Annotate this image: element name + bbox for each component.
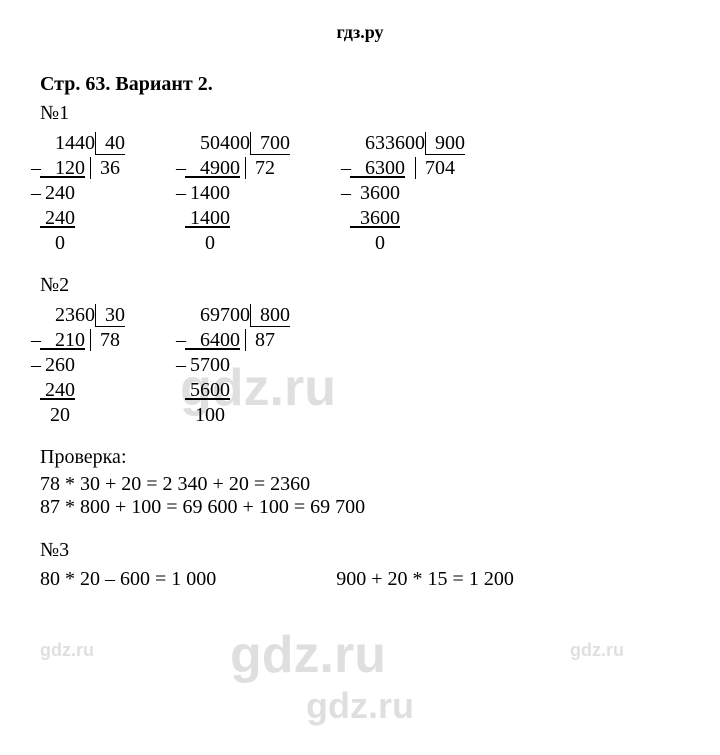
task3-num: №3 bbox=[40, 539, 680, 562]
watermark: gdz.ru bbox=[570, 640, 624, 661]
check-line-2: 87 * 800 + 100 = 69 600 + 100 = 69 700 bbox=[40, 496, 680, 519]
eq1: 80 * 20 – 600 = 1 000 bbox=[40, 568, 216, 591]
watermark: gdz.ru bbox=[0, 685, 720, 727]
check-label: Проверка: bbox=[40, 446, 680, 469]
task1-row: 1440 40 120 36 240 240 0 50400 700 4900 … bbox=[40, 131, 680, 256]
long-division: 633600 900 6300 704 3600 3600 0 bbox=[350, 131, 465, 256]
task2-row: 2360 30 210 78 260 240 20 69700 800 6400… bbox=[40, 303, 680, 428]
task2-num: №2 bbox=[40, 274, 680, 297]
task1-num: №1 bbox=[40, 102, 680, 125]
long-division: 69700 800 6400 87 5700 5600 100 bbox=[185, 303, 290, 428]
eq2: 900 + 20 * 15 = 1 200 bbox=[336, 568, 514, 591]
long-division: 1440 40 120 36 240 240 0 bbox=[40, 131, 125, 256]
check-line-1: 78 * 30 + 20 = 2 340 + 20 = 2360 bbox=[40, 473, 680, 496]
long-division: 2360 30 210 78 260 240 20 bbox=[40, 303, 125, 428]
long-division: 50400 700 4900 72 1400 1400 0 bbox=[185, 131, 290, 256]
watermark: gdz.ru bbox=[40, 640, 94, 661]
page-title: Стр. 63. Вариант 2. bbox=[40, 73, 680, 96]
page-header: гдз.ру bbox=[0, 0, 720, 73]
task3-row: 80 * 20 – 600 = 1 000 900 + 20 * 15 = 1 … bbox=[40, 568, 680, 591]
watermark: gdz.ru bbox=[230, 625, 386, 685]
